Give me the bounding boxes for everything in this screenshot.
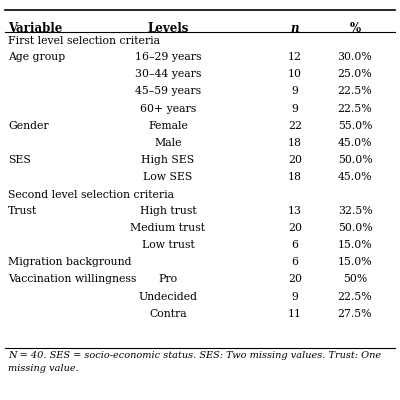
Text: 60+ years: 60+ years [140, 104, 196, 114]
Text: First level selection criteria: First level selection criteria [8, 36, 160, 46]
Text: 9: 9 [292, 86, 298, 96]
Text: 11: 11 [288, 309, 302, 319]
Text: 50.0%: 50.0% [338, 155, 372, 165]
Text: 18: 18 [288, 138, 302, 148]
Text: Female: Female [148, 121, 188, 131]
Text: 6: 6 [292, 257, 298, 267]
Text: Medium trust: Medium trust [130, 223, 206, 233]
Text: 55.0%: 55.0% [338, 121, 372, 131]
Text: Second level selection criteria: Second level selection criteria [8, 190, 174, 200]
Text: 45.0%: 45.0% [338, 172, 372, 182]
Text: Gender: Gender [8, 121, 49, 131]
Text: Trust: Trust [8, 206, 37, 216]
Text: 45.0%: 45.0% [338, 138, 372, 148]
Text: 30.0%: 30.0% [338, 52, 372, 62]
Text: 22: 22 [288, 121, 302, 131]
Text: %: % [350, 22, 360, 35]
Text: 45–59 years: 45–59 years [135, 86, 201, 96]
Text: Age group: Age group [8, 52, 65, 62]
Text: 22.5%: 22.5% [338, 104, 372, 114]
Text: missing value.: missing value. [8, 364, 79, 373]
Text: n: n [291, 22, 299, 35]
Text: High trust: High trust [140, 206, 196, 216]
Text: Migration background: Migration background [8, 257, 132, 267]
Text: 30–44 years: 30–44 years [135, 69, 201, 79]
Text: 20: 20 [288, 223, 302, 233]
Text: 9: 9 [292, 292, 298, 302]
Text: Levels: Levels [147, 22, 189, 35]
Text: 32.5%: 32.5% [338, 206, 372, 216]
Text: Low SES: Low SES [143, 172, 193, 182]
Text: 10: 10 [288, 69, 302, 79]
Text: 15.0%: 15.0% [338, 240, 372, 250]
Text: Vaccination willingness: Vaccination willingness [8, 274, 136, 284]
Text: 13: 13 [288, 206, 302, 216]
Text: 18: 18 [288, 172, 302, 182]
Text: Male: Male [154, 138, 182, 148]
Text: 9: 9 [292, 104, 298, 114]
Text: 15.0%: 15.0% [338, 257, 372, 267]
Text: High SES: High SES [142, 155, 194, 165]
Text: 27.5%: 27.5% [338, 309, 372, 319]
Text: Pro: Pro [158, 274, 178, 284]
Text: 20: 20 [288, 274, 302, 284]
Text: N = 40. SES = socio-economic status. SES: Two missing values. Trust: One: N = 40. SES = socio-economic status. SES… [8, 351, 381, 360]
Text: Variable: Variable [8, 22, 62, 35]
Text: 50.0%: 50.0% [338, 223, 372, 233]
Text: 22.5%: 22.5% [338, 86, 372, 96]
Text: 20: 20 [288, 155, 302, 165]
Text: Undecided: Undecided [138, 292, 198, 302]
Text: 22.5%: 22.5% [338, 292, 372, 302]
Text: 50%: 50% [343, 274, 367, 284]
Text: 16–29 years: 16–29 years [135, 52, 201, 62]
Text: 25.0%: 25.0% [338, 69, 372, 79]
Text: 6: 6 [292, 240, 298, 250]
Text: 12: 12 [288, 52, 302, 62]
Text: Contra: Contra [149, 309, 187, 319]
Text: Low trust: Low trust [142, 240, 194, 250]
Text: SES: SES [8, 155, 31, 165]
